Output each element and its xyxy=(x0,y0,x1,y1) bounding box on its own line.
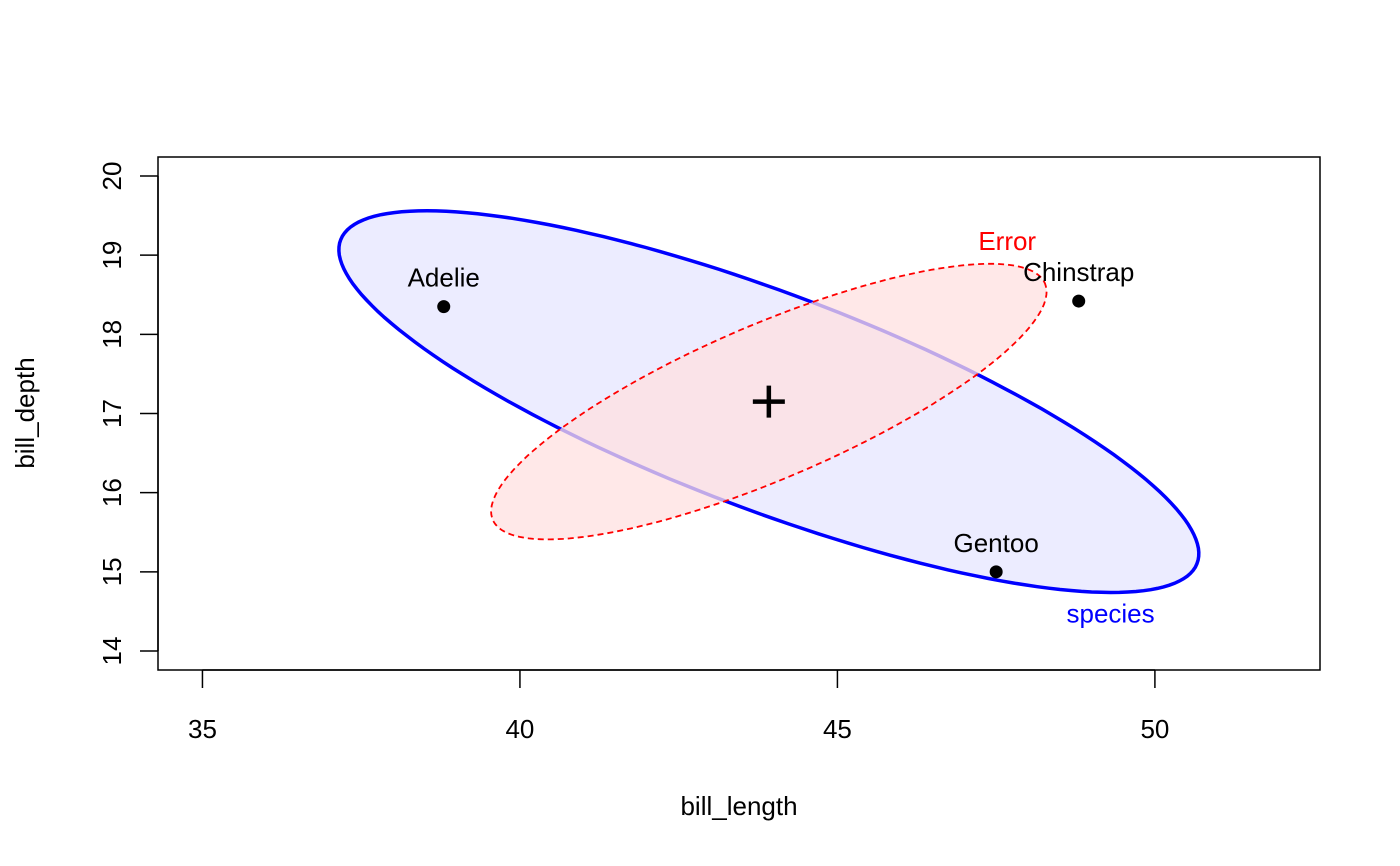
y-tick-label: 19 xyxy=(97,241,127,270)
y-axis: 14 15 16 17 18 19 20 xyxy=(97,162,159,666)
x-axis-label: bill_length xyxy=(680,791,797,821)
x-tick-label: 35 xyxy=(188,714,217,744)
x-axis: 35 40 45 50 xyxy=(188,669,1169,744)
ellipse-label-species: species xyxy=(1066,598,1154,628)
x-tick-label: 50 xyxy=(1140,714,1169,744)
point-adelie xyxy=(437,300,451,314)
y-axis-label: bill_depth xyxy=(10,357,40,468)
point-label-gentoo: Gentoo xyxy=(954,528,1039,558)
point-label-chinstrap: Chinstrap xyxy=(1023,257,1134,287)
point-chinstrap xyxy=(1072,294,1086,308)
y-tick-label: 17 xyxy=(97,399,127,428)
centroid-marker xyxy=(752,385,785,418)
y-tick-label: 18 xyxy=(97,320,127,349)
point-label-adelie: Adelie xyxy=(408,263,480,293)
x-tick-label: 40 xyxy=(505,714,534,744)
point-layer: Adelie Chinstrap Gentoo xyxy=(408,257,1134,579)
ellipse-label-error: Error xyxy=(978,226,1036,256)
y-tick-label: 16 xyxy=(97,478,127,507)
y-tick-label: 20 xyxy=(97,162,127,191)
y-tick-label: 14 xyxy=(97,637,127,666)
point-gentoo xyxy=(989,565,1003,579)
x-tick-label: 45 xyxy=(823,714,852,744)
y-tick-label: 15 xyxy=(97,557,127,586)
